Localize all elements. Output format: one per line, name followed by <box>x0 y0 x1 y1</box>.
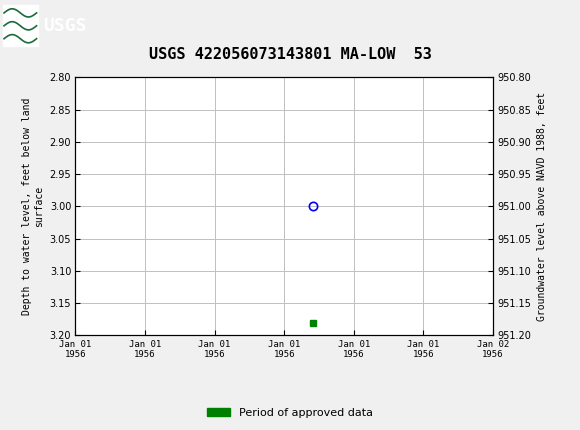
Y-axis label: Groundwater level above NAVD 1988, feet: Groundwater level above NAVD 1988, feet <box>536 92 546 321</box>
FancyBboxPatch shape <box>3 5 38 46</box>
Y-axis label: Depth to water level, feet below land
surface: Depth to water level, feet below land su… <box>23 98 44 315</box>
Text: USGS: USGS <box>44 17 87 35</box>
Legend: Period of approved data: Period of approved data <box>203 403 377 422</box>
Text: USGS 422056073143801 MA-LOW  53: USGS 422056073143801 MA-LOW 53 <box>148 47 432 62</box>
